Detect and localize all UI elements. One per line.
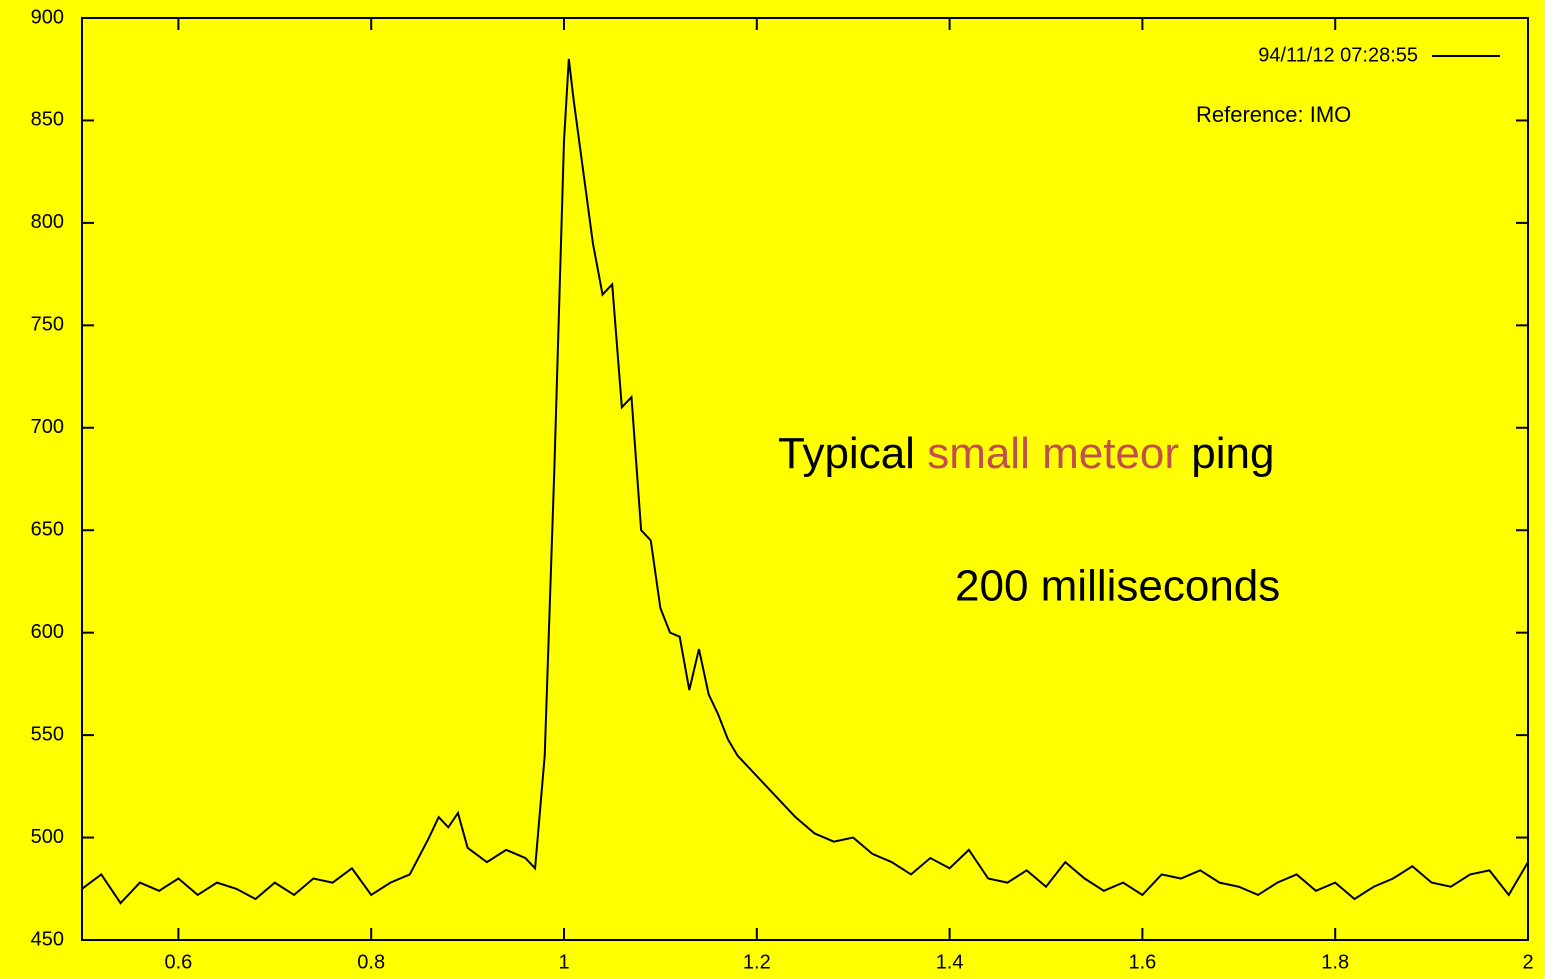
x-tick-label: 1 bbox=[558, 951, 569, 973]
x-tick-label: 1.8 bbox=[1321, 951, 1349, 973]
annotation: Typical small meteor ping bbox=[778, 429, 1274, 478]
x-tick-label: 0.6 bbox=[164, 951, 192, 973]
x-tick-label: 0.8 bbox=[357, 951, 385, 973]
y-tick-label: 600 bbox=[31, 621, 64, 643]
data-line bbox=[81, 58, 1529, 905]
y-tick-label: 450 bbox=[31, 928, 64, 950]
y-tick-label: 550 bbox=[31, 723, 64, 745]
annotation: 200 milliseconds bbox=[955, 562, 1280, 611]
plot-frame bbox=[81, 17, 1529, 941]
x-tick-label: 1.4 bbox=[936, 951, 964, 973]
reference-note: Reference: IMO bbox=[1196, 102, 1351, 127]
y-tick-label: 500 bbox=[31, 826, 64, 848]
x-tick-label: 1.2 bbox=[743, 951, 771, 973]
x-tick-label: 1.6 bbox=[1128, 951, 1156, 973]
legend-label: 94/11/12 07:28:55 bbox=[1258, 44, 1418, 66]
y-tick-label: 900 bbox=[31, 6, 64, 28]
y-tick-label: 650 bbox=[31, 519, 64, 541]
y-tick-label: 700 bbox=[31, 416, 64, 438]
annotation-highlight: small meteor bbox=[927, 429, 1179, 478]
y-tick-label: 850 bbox=[31, 109, 64, 131]
y-tick-label: 800 bbox=[31, 211, 64, 233]
annotation-part: ping bbox=[1191, 429, 1274, 478]
x-tick-label: 2 bbox=[1522, 951, 1533, 973]
annotation-part: Typical bbox=[778, 429, 915, 478]
y-tick-label: 750 bbox=[31, 314, 64, 336]
